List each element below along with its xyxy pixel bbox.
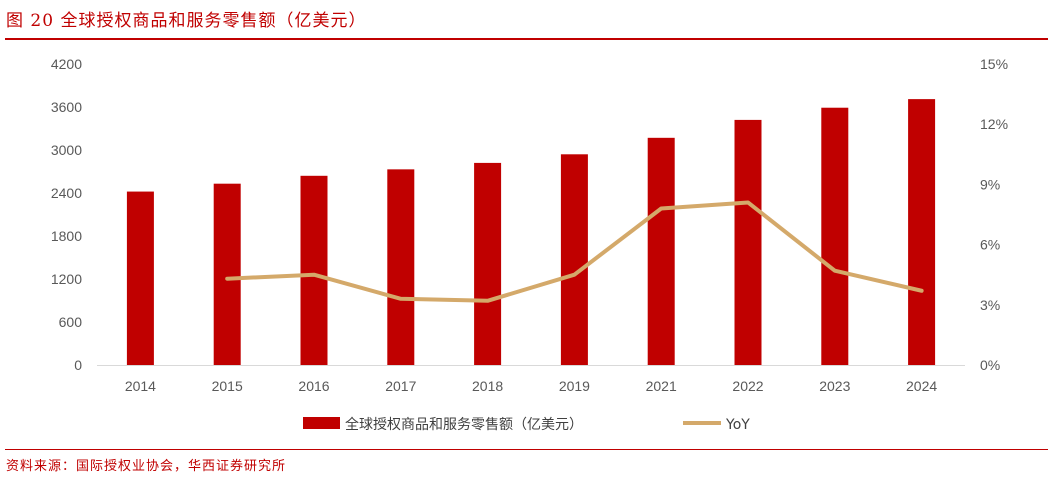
bar xyxy=(474,162,502,365)
legend-line-label: YoY xyxy=(725,417,750,433)
left-tick-label: 3600 xyxy=(51,99,82,115)
x-tick-label: 2018 xyxy=(472,378,503,394)
right-tick-label: 6% xyxy=(980,237,1000,253)
left-tick-label: 1200 xyxy=(51,271,82,287)
left-tick-label: 4200 xyxy=(51,56,82,72)
left-tick-label: 600 xyxy=(59,314,83,330)
right-tick-label: 12% xyxy=(980,116,1008,132)
line-series xyxy=(225,200,924,303)
right-tick-label: 9% xyxy=(980,176,1000,192)
title-divider xyxy=(5,38,1048,40)
left-tick-label: 1800 xyxy=(51,228,82,244)
left-tick-label: 0 xyxy=(74,357,82,373)
right-axis-ticks: 0% 3% 6% 9% 12% 15% xyxy=(980,56,1008,373)
bar xyxy=(126,191,154,365)
x-tick-label: 2024 xyxy=(906,378,937,394)
x-tick-label: 2021 xyxy=(646,378,677,394)
source-divider xyxy=(5,449,1048,450)
chart-title: 图 20 全球授权商品和服务零售额（亿美元） xyxy=(6,10,367,31)
right-tick-label: 0% xyxy=(980,357,1000,373)
bar xyxy=(560,154,588,365)
left-tick-label: 3000 xyxy=(51,142,82,158)
right-tick-label: 15% xyxy=(980,56,1008,72)
bar xyxy=(300,175,328,365)
left-axis-ticks: 0 600 1200 1800 2400 3000 3600 4200 xyxy=(51,56,82,373)
bar xyxy=(821,107,849,365)
bar-series xyxy=(126,99,936,366)
x-tick-label: 2015 xyxy=(212,378,243,394)
x-tick-label: 2019 xyxy=(559,378,590,394)
bar xyxy=(387,169,415,365)
x-axis-ticks: 2014 2015 2016 2017 2018 2019 2021 2022 2023 2024 xyxy=(125,378,938,394)
source-note: 资料来源：国际授权业协会，华西证券研究所 xyxy=(6,459,287,474)
bar xyxy=(734,119,762,366)
legend-bar-label: 全球授权商品和服务零售额（亿美元） xyxy=(345,416,583,433)
x-tick-label: 2017 xyxy=(385,378,416,394)
bar xyxy=(647,137,675,365)
bar xyxy=(908,99,936,365)
legend: 全球授权商品和服务零售额（亿美元） YoY xyxy=(303,416,750,433)
right-tick-label: 3% xyxy=(980,297,1000,313)
x-tick-label: 2023 xyxy=(819,378,850,394)
x-tick-label: 2016 xyxy=(298,378,329,394)
chart-title-bar: 图 20 全球授权商品和服务零售额（亿美元） xyxy=(6,4,366,32)
legend-bar-swatch xyxy=(303,417,340,429)
x-tick-label: 2022 xyxy=(732,378,763,394)
bar xyxy=(213,183,241,365)
left-tick-label: 2400 xyxy=(51,185,82,201)
x-tick-label: 2014 xyxy=(125,378,156,394)
